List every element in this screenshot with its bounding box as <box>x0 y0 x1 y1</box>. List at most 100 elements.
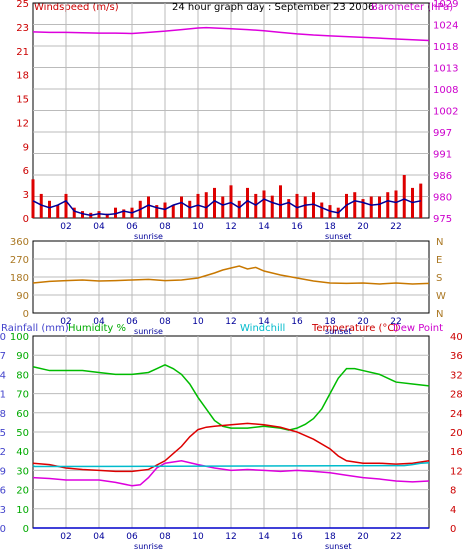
wind-bar <box>188 200 192 218</box>
wind-bar <box>237 200 241 218</box>
time-tick-label: 06 <box>126 532 138 542</box>
sunset-label: sunset <box>325 327 352 336</box>
time-tick-label: 06 <box>126 222 138 232</box>
windspeed-axis-label: Windspeed (m/s) <box>34 2 119 13</box>
humidity-tick-label: 100 <box>10 332 29 343</box>
time-tick-label: 14 <box>258 532 270 542</box>
sunset-label: sunset <box>325 542 352 551</box>
graph-title: 24 hour graph day : September 23 2006 <box>172 2 374 13</box>
wind-bar <box>353 192 357 218</box>
sunrise-label: sunrise <box>134 327 163 336</box>
rainfall-tick-label: 27 <box>0 351 6 362</box>
windspeed-tick-label: 12 <box>16 118 29 129</box>
grid-layer <box>33 3 429 528</box>
time-tick-label: 02 <box>60 317 71 327</box>
wind-bar <box>394 190 398 218</box>
temperature-tick-label: 20 <box>450 428 463 439</box>
time-tick-label: 04 <box>93 317 105 327</box>
windchill-label: Windchill <box>240 323 285 334</box>
wind-bar <box>56 205 60 218</box>
time-tick-label: 20 <box>357 317 369 327</box>
wind-bar <box>229 185 233 218</box>
rainfall-tick-label: 21 <box>0 390 6 401</box>
humidity-tick-label: 0 <box>23 524 29 535</box>
direction-tick-label: 360 <box>10 237 29 248</box>
direction-tick-label: 180 <box>10 273 29 284</box>
wind-bar <box>221 196 225 218</box>
windspeed-tick-label: 15 <box>16 95 29 106</box>
wind-bar <box>155 205 159 218</box>
sunrise-label: sunrise <box>134 542 163 551</box>
wind-bar <box>320 202 324 218</box>
barometer-tick-label: 991 <box>433 150 452 161</box>
humidity-tick-label: 80 <box>16 370 29 381</box>
time-tick-label: 22 <box>390 532 401 542</box>
time-tick-label: 02 <box>60 532 71 542</box>
time-tick-label: 14 <box>258 317 270 327</box>
wind-bar <box>402 175 406 218</box>
wind-bar <box>114 207 117 218</box>
dewpoint-label: Dew Point <box>393 323 443 334</box>
wind-bar <box>180 196 183 218</box>
temperature-tick-label: 8 <box>450 486 456 497</box>
direction-tick-label: 270 <box>10 255 29 266</box>
temperature-tick-label: 0 <box>450 524 456 535</box>
time-tick-label: 06 <box>126 317 138 327</box>
time-tick-label: 04 <box>93 532 105 542</box>
rainfall-tick-label: 12 <box>0 447 6 458</box>
rainfall-tick-label: 3 <box>0 505 6 516</box>
direction-tick-label: 0 <box>23 309 29 320</box>
windspeed-tick-label: 25 <box>16 0 29 10</box>
barometer-tick-label: 986 <box>433 171 452 182</box>
time-tick-label: 08 <box>159 532 171 542</box>
rainfall-tick-label: 18 <box>0 409 6 420</box>
wind-bar <box>204 192 208 218</box>
wind-bar <box>72 207 76 218</box>
temperature-tick-label: 4 <box>450 505 456 516</box>
rainfall-label: Rainfall (mm) <box>1 323 69 334</box>
humidity-tick-label: 50 <box>16 428 29 439</box>
compass-tick-label: S <box>436 273 442 284</box>
temperature-tick-label: 12 <box>450 466 463 477</box>
rainfall-tick-label: 30 <box>0 332 6 343</box>
direction-tick-label: 90 <box>16 291 29 302</box>
barometer-tick-label: 1002 <box>433 107 458 118</box>
rainfall-tick-label: 0 <box>0 524 6 535</box>
time-tick-label: 18 <box>324 317 336 327</box>
wind-bar <box>48 200 51 218</box>
windspeed-line <box>32 198 421 217</box>
rainfall-tick-label: 6 <box>0 486 6 497</box>
wind-direction-line <box>32 265 430 285</box>
wind-bar <box>31 179 35 218</box>
barometer-tick-label: 980 <box>433 193 452 204</box>
wind-bar <box>64 193 68 218</box>
humidity-tick-label: 30 <box>16 466 29 477</box>
temperature-tick-label: 32 <box>450 370 463 381</box>
wind-bar <box>147 196 150 218</box>
rainfall-tick-label: 24 <box>0 370 6 381</box>
wind-bar <box>171 205 175 218</box>
humidity-tick-label: 70 <box>16 390 29 401</box>
wind-bar <box>122 209 126 218</box>
wind-bar <box>312 192 315 218</box>
wind-bar <box>262 190 266 218</box>
wind-bar <box>287 199 291 218</box>
rainfall-tick-label: 9 <box>0 466 6 477</box>
temperature-tick-label: 40 <box>450 332 463 343</box>
time-tick-label: 10 <box>192 222 204 232</box>
windspeed-tick-label: 21 <box>16 47 29 58</box>
wind-bar <box>97 211 101 218</box>
temperature-tick-label: 36 <box>450 351 463 362</box>
time-tick-label: 20 <box>357 222 369 232</box>
time-tick-label: 16 <box>291 532 303 542</box>
time-tick-label: 16 <box>291 317 303 327</box>
time-tick-label: 12 <box>225 532 236 542</box>
barometer-line <box>32 26 430 42</box>
wind-bar <box>163 202 167 218</box>
wind-bar <box>213 187 216 218</box>
barometer-tick-label: 1029 <box>433 0 458 10</box>
windspeed-tick-label: 18 <box>16 71 29 82</box>
windspeed-tick-label: 23 <box>16 23 29 34</box>
rainfall-tick-label: 15 <box>0 428 6 439</box>
sunset-label: sunset <box>325 232 352 241</box>
